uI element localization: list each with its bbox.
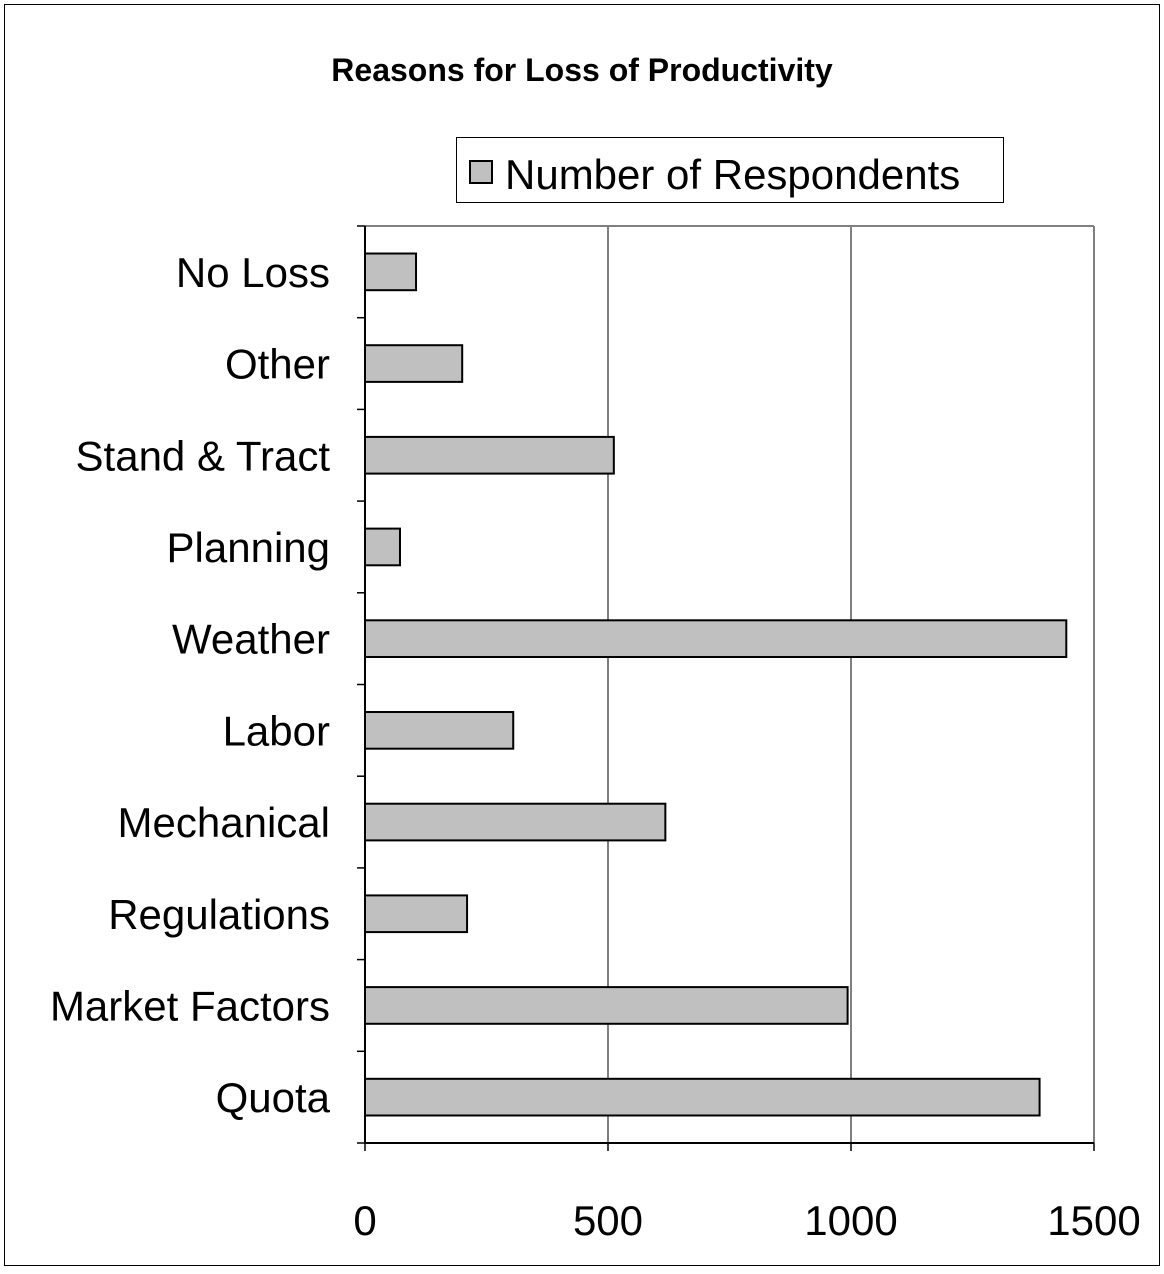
category-label: Quota — [216, 1074, 331, 1121]
bar-weather — [364, 619, 1068, 658]
x-tick-label-1500: 1500 — [1047, 1197, 1140, 1244]
bar-planning — [364, 527, 401, 567]
bars — [364, 252, 1068, 1117]
x-tick-label-1000: 1000 — [804, 1197, 897, 1244]
category-label: Weather — [172, 616, 330, 663]
legend-label: Number of Respondents — [505, 151, 961, 198]
category-label: Mechanical — [118, 799, 330, 846]
bar-other — [364, 344, 464, 383]
category-label: Other — [225, 341, 330, 388]
bar-regulations — [364, 894, 469, 934]
category-label: Planning — [167, 524, 330, 571]
x-tick-label-500: 500 — [573, 1197, 643, 1244]
category-label: Regulations — [108, 891, 330, 938]
category-label: Stand & Tract — [76, 432, 331, 479]
bar-stand-tract — [364, 435, 615, 475]
bar-mechanical — [364, 802, 667, 842]
category-label: Labor — [223, 707, 330, 754]
category-label: No Loss — [176, 249, 330, 296]
axes — [357, 225, 1095, 1151]
labels: 0 500 1000 1500 No Loss Other Stand & Tract Pla… — [50, 249, 1141, 1244]
x-tick-label-0: 0 — [353, 1197, 376, 1244]
legend-swatch — [469, 160, 493, 184]
category-label: Market Factors — [50, 982, 330, 1029]
bar-no-loss — [364, 252, 418, 292]
chart-legend: Number of Respondents — [456, 137, 1004, 203]
bar-labor — [364, 711, 515, 750]
bar-market-factors — [364, 986, 849, 1025]
chart-title: Reasons for Loss of Productivity — [331, 52, 833, 88]
bar-quota — [364, 1077, 1041, 1117]
